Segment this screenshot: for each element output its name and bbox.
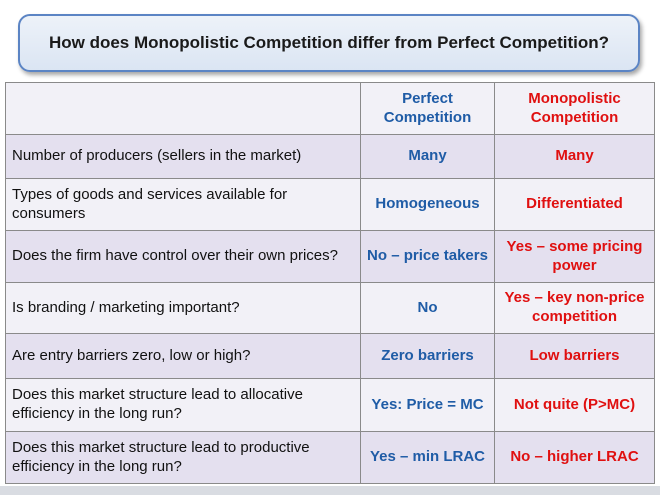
header-perfect-competition: Perfect Competition bbox=[360, 82, 495, 135]
header-monopolistic-competition: Monopolistic Competition bbox=[494, 82, 655, 135]
question-cell: Types of goods and services available fo… bbox=[5, 178, 361, 231]
monopolistic-cell: Low barriers bbox=[494, 333, 655, 379]
question-cell: Does this market structure lead to produ… bbox=[5, 431, 361, 484]
monopolistic-cell: Not quite (P>MC) bbox=[494, 378, 655, 432]
table-row: Types of goods and services available fo… bbox=[5, 178, 655, 231]
table-row: Does the firm have control over their ow… bbox=[5, 230, 655, 283]
comparison-table: Perfect Competition Monopolistic Competi… bbox=[5, 82, 655, 484]
monopolistic-cell: Yes – some pricing power bbox=[494, 230, 655, 283]
monopolistic-cell: Yes – key non-price competition bbox=[494, 282, 655, 334]
table-row: Does this market structure lead to produ… bbox=[5, 431, 655, 484]
question-cell: Does this market structure lead to alloc… bbox=[5, 378, 361, 432]
monopolistic-cell: Many bbox=[494, 134, 655, 179]
slide-title: How does Monopolistic Competition differ… bbox=[18, 14, 640, 72]
question-cell: Are entry barriers zero, low or high? bbox=[5, 333, 361, 379]
table-row: Is branding / marketing important? No Ye… bbox=[5, 282, 655, 334]
slide-title-text: How does Monopolistic Competition differ… bbox=[48, 33, 610, 52]
table-row: Number of producers (sellers in the mark… bbox=[5, 134, 655, 179]
table-row: Are entry barriers zero, low or high? Ze… bbox=[5, 333, 655, 379]
question-cell: Number of producers (sellers in the mark… bbox=[5, 134, 361, 179]
perfect-cell: No bbox=[360, 282, 495, 334]
perfect-cell: Homogeneous bbox=[360, 178, 495, 231]
perfect-cell: Zero barriers bbox=[360, 333, 495, 379]
perfect-cell: Many bbox=[360, 134, 495, 179]
table-header-row: Perfect Competition Monopolistic Competi… bbox=[5, 82, 655, 135]
bottom-band bbox=[0, 486, 660, 495]
monopolistic-cell: No – higher LRAC bbox=[494, 431, 655, 484]
question-cell: Does the firm have control over their ow… bbox=[5, 230, 361, 283]
monopolistic-cell: Differentiated bbox=[494, 178, 655, 231]
header-question-cell bbox=[5, 82, 361, 135]
perfect-cell: No – price takers bbox=[360, 230, 495, 283]
table-row: Does this market structure lead to alloc… bbox=[5, 378, 655, 432]
perfect-cell: Yes – min LRAC bbox=[360, 431, 495, 484]
question-cell: Is branding / marketing important? bbox=[5, 282, 361, 334]
perfect-cell: Yes: Price = MC bbox=[360, 378, 495, 432]
